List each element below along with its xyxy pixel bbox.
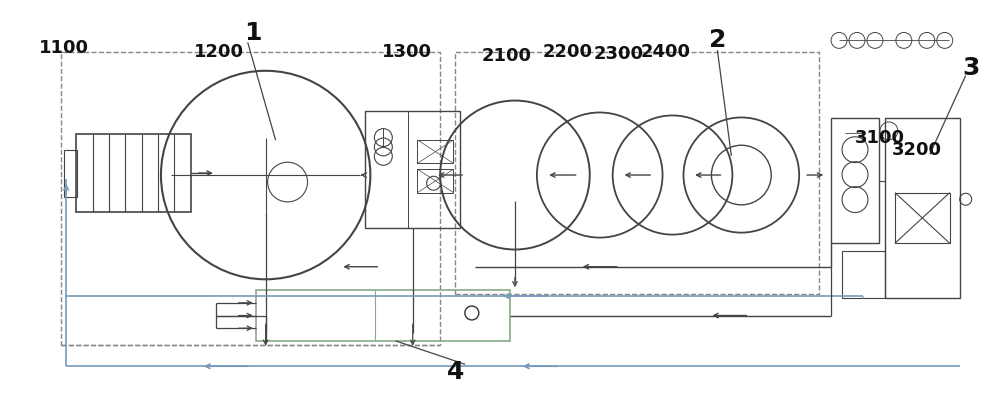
Text: 3200: 3200 [892,141,942,159]
Bar [417,140,453,163]
Text: 1100: 1100 [39,39,89,57]
Bar [895,193,950,243]
Bar [417,169,453,193]
Bar [76,134,191,212]
Text: 3: 3 [962,56,979,80]
Bar [831,118,879,243]
Text: 1: 1 [244,20,261,45]
Text: 2400: 2400 [641,43,691,61]
Text: 2300: 2300 [594,45,644,63]
Text: 1200: 1200 [194,43,244,61]
Text: 1300: 1300 [382,43,432,61]
Text: 4: 4 [446,360,464,384]
Text: 2100: 2100 [482,47,532,65]
Text: 2: 2 [709,28,726,52]
Bar [64,150,77,196]
Text: 3100: 3100 [855,129,905,147]
Bar [365,111,460,228]
Bar [885,118,960,298]
Text: 2200: 2200 [543,43,593,61]
Bar [842,251,885,298]
Bar [256,290,510,341]
